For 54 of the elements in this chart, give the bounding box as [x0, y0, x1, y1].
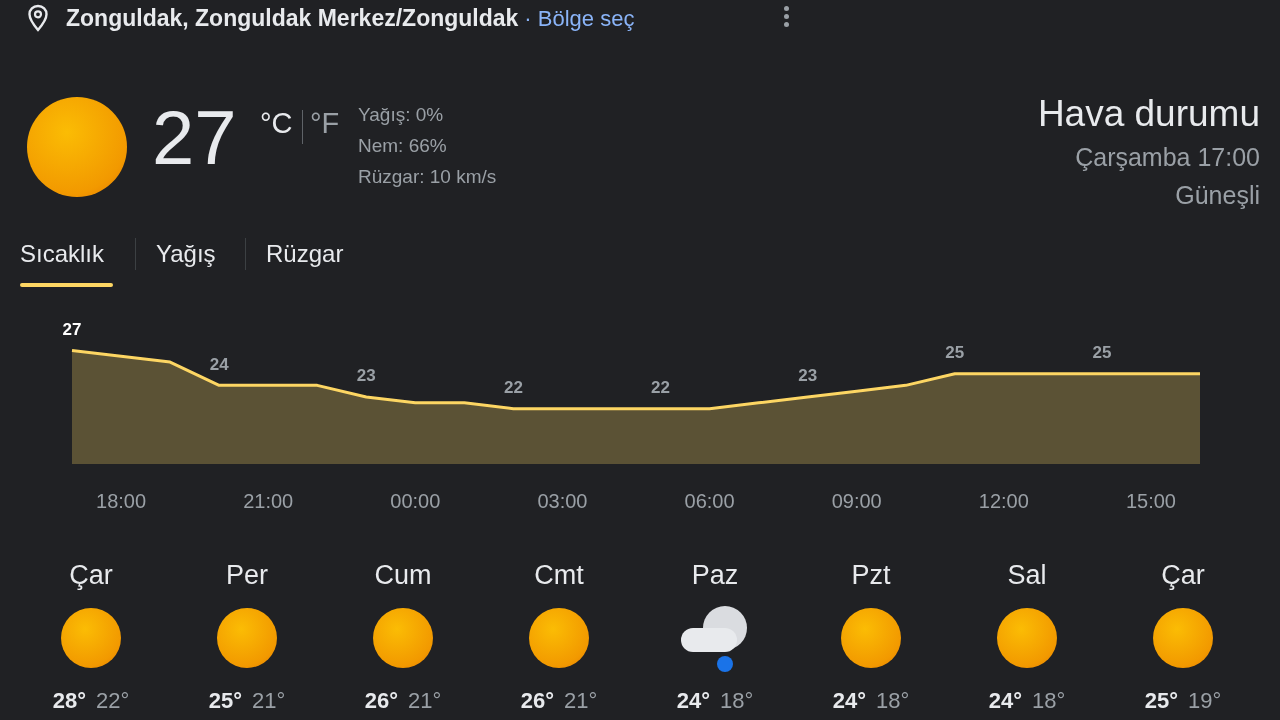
- category-label: Cum: [373, 560, 433, 591]
- text: 26°: [520, 688, 554, 714]
- x-tick-label: 00:00: [390, 489, 441, 512]
- text: 21°: [252, 688, 286, 714]
- text: Rüzgar: 10 km/s: [358, 166, 497, 188]
- data-label: 24: [209, 354, 230, 374]
- text: 22°: [96, 688, 130, 714]
- data-label: 25: [945, 342, 965, 362]
- text: 21°: [408, 688, 442, 714]
- x-tick-label: 12:00: [978, 489, 1029, 512]
- x-tick-label: 09:00: [831, 489, 882, 512]
- data-label: 22: [651, 377, 670, 397]
- category-label: Pzt: [850, 560, 892, 591]
- category-label: Cmt: [533, 560, 585, 591]
- x-tick-label: 15:00: [1125, 489, 1176, 512]
- text: Nem: 66%: [358, 135, 447, 157]
- text: 24°: [832, 688, 866, 714]
- text: Yağış: [156, 240, 216, 268]
- text: 24°: [988, 688, 1022, 714]
- text: 26°: [364, 688, 398, 714]
- text: 18°: [720, 688, 754, 714]
- x-tick-label: 06:00: [684, 489, 735, 512]
- category-label: Çar: [1160, 560, 1206, 591]
- data-label: 22: [503, 377, 523, 397]
- category-label: Sal: [1006, 560, 1048, 591]
- data-label: 25: [1092, 342, 1112, 362]
- category-label: Çar: [68, 560, 114, 591]
- x-tick-label: 03:00: [537, 489, 588, 512]
- text: Güneşli: [1175, 181, 1260, 210]
- text: 28°: [52, 688, 86, 714]
- data-label: 27: [62, 319, 82, 339]
- category-label: Paz: [690, 560, 740, 591]
- text: 25°: [1144, 688, 1178, 714]
- data-label: 23: [798, 366, 818, 386]
- x-tick-label: 21:00: [243, 489, 294, 512]
- text: Yağış: 0%: [358, 104, 444, 126]
- text: 27: [152, 94, 237, 181]
- text: 21°: [564, 688, 598, 714]
- text: °C: [260, 107, 293, 140]
- data-label: 23: [356, 366, 376, 386]
- text: Sıcaklık: [20, 240, 105, 268]
- text: · Bölge seç: [524, 6, 635, 32]
- text: Zonguldak, Zonguldak Merkez/Zonguldak: [66, 5, 519, 32]
- text: 18°: [1032, 688, 1066, 714]
- text: 18°: [876, 688, 910, 714]
- text: 19°: [1188, 688, 1222, 714]
- text: Rüzgar: [266, 240, 344, 268]
- text: Çarşamba 17:00: [1075, 143, 1260, 172]
- text: 24°: [676, 688, 710, 714]
- x-tick-label: 18:00: [96, 489, 147, 512]
- text: °F: [310, 107, 340, 140]
- chart-title: Hava durumu: [1037, 93, 1260, 135]
- category-label: Per: [225, 560, 269, 591]
- text: 25°: [208, 688, 242, 714]
